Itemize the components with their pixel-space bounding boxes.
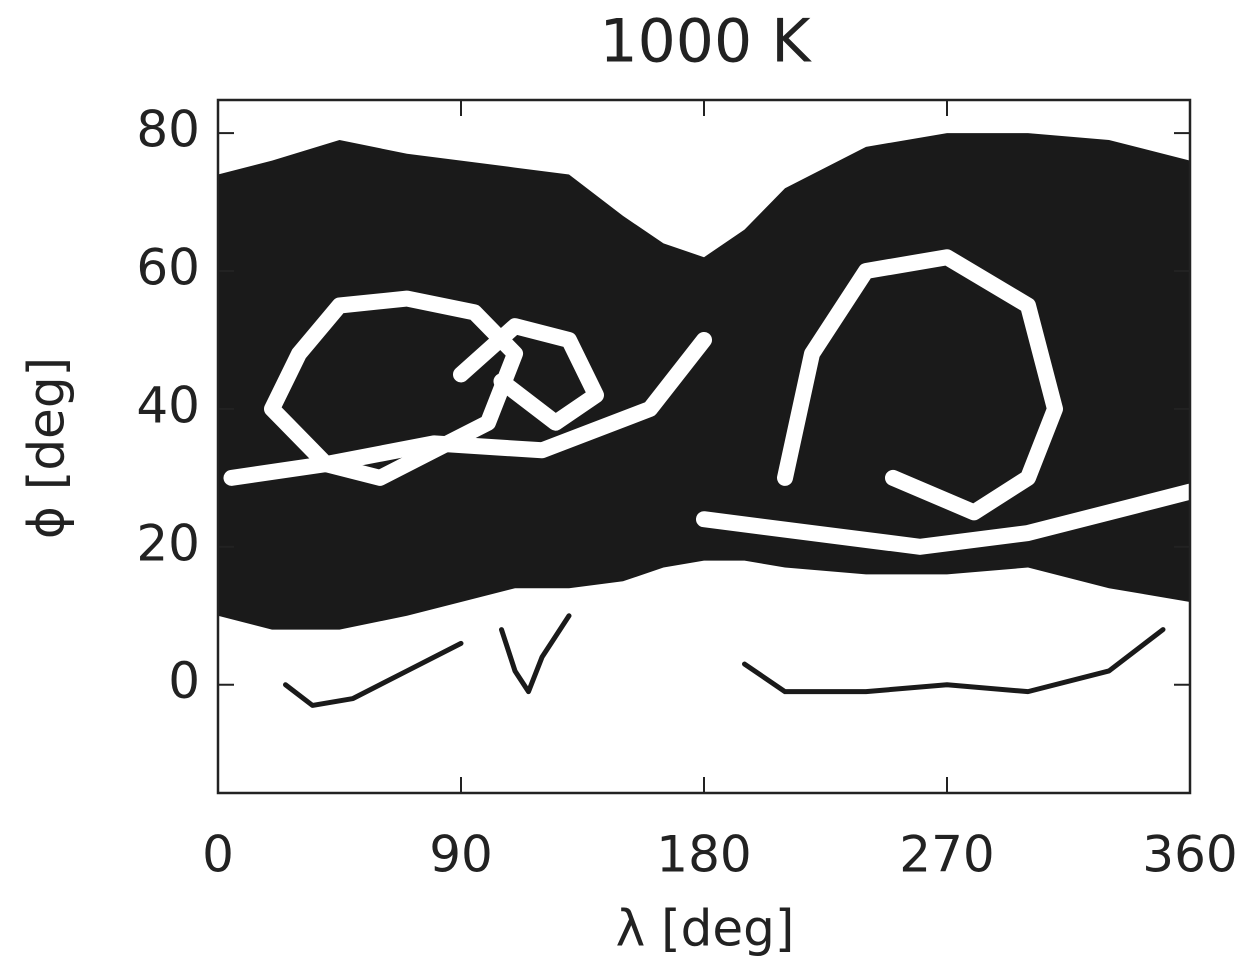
tracer-streak [453,318,604,431]
tracer-streak [696,483,1190,555]
x-tick-label: 90 [429,826,493,884]
tracer-streak [499,613,572,695]
x-tick-label: 180 [656,826,751,884]
y-tick-label: 80 [136,101,200,159]
x-tick-label: 360 [1142,826,1237,884]
y-tick-label: 0 [168,652,200,710]
tracer-streak [223,331,712,486]
x-axis-label: λ [deg] [616,900,795,958]
y-tick-label: 20 [136,514,200,572]
y-tick-label: 40 [136,376,200,434]
y-axis-label: ϕ [deg] [18,357,76,539]
y-tick-label: 60 [136,239,200,297]
plot-area [218,133,1190,708]
tracer-streak [283,640,464,708]
x-tick-label: 0 [202,826,234,884]
tracer-streak [777,249,1063,521]
tracer-streak [742,627,1166,695]
chart-title: 1000 K [599,7,812,77]
x-tick-label: 270 [899,826,994,884]
